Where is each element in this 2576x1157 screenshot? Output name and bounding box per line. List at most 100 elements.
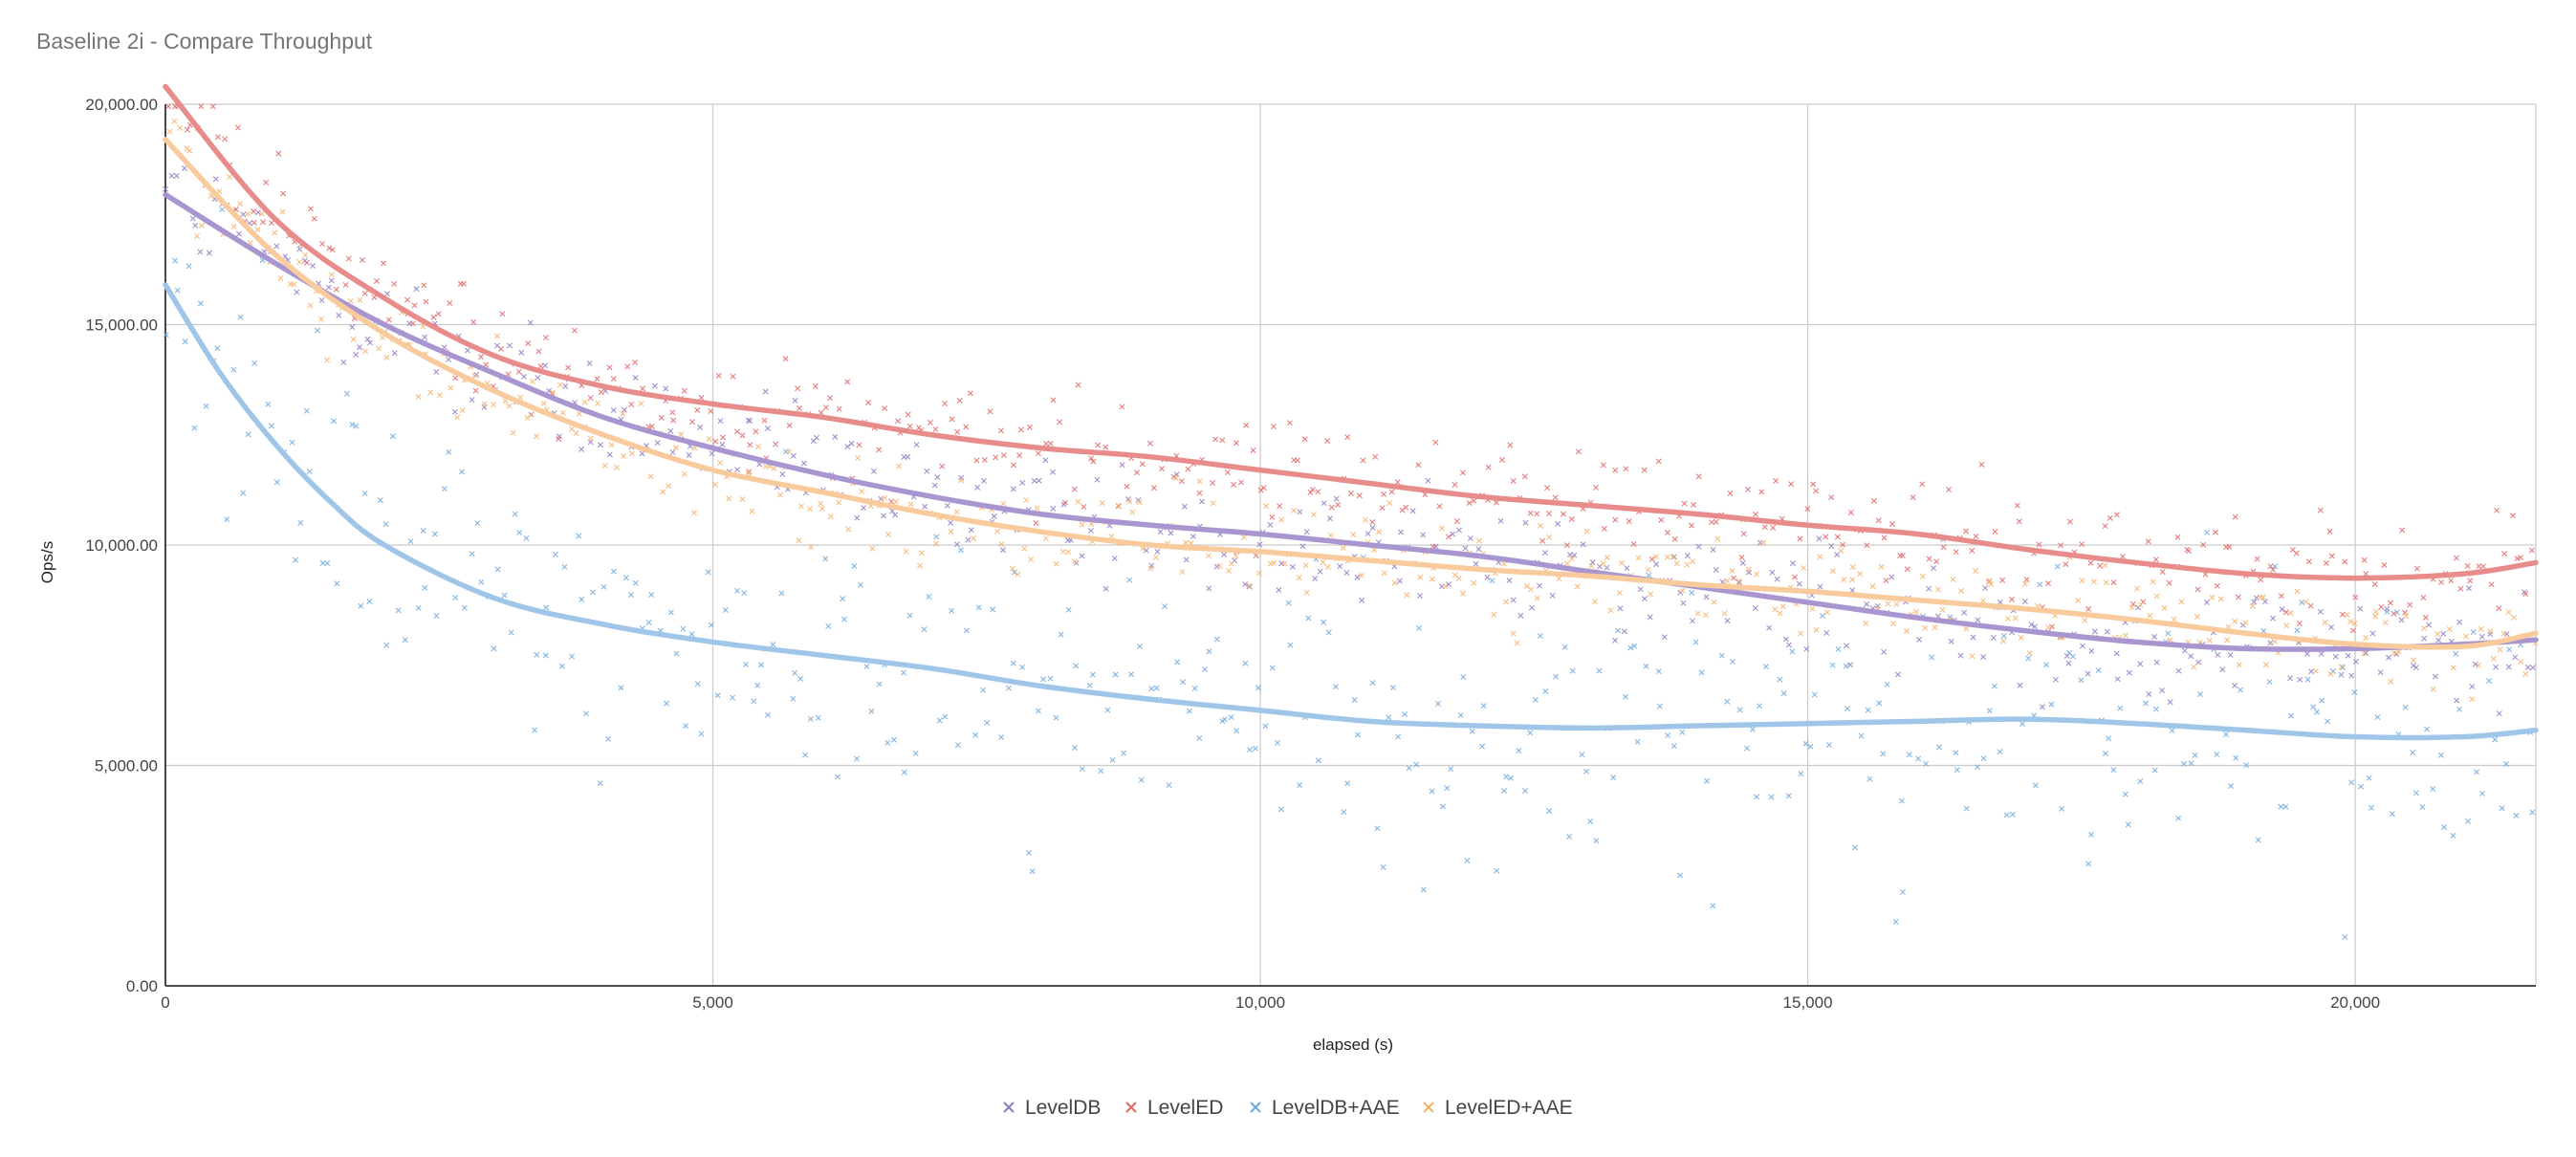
data-point [1079, 521, 1085, 528]
data-point [2412, 790, 2419, 797]
data-point [2102, 751, 2108, 757]
data-point [948, 519, 954, 526]
data-point [1963, 528, 1970, 535]
data-point [610, 568, 617, 575]
data-point [565, 364, 572, 371]
data-point [1612, 637, 1619, 644]
data-point [1864, 542, 1870, 549]
data-point [1502, 599, 1509, 605]
data-point [1641, 596, 1648, 602]
data-point [1374, 825, 1381, 832]
data-point [2032, 782, 2039, 789]
data-point [1823, 630, 1830, 636]
data-point [306, 469, 313, 475]
data-point [2181, 647, 2188, 654]
data-point [2501, 551, 2508, 557]
data-point [670, 417, 677, 424]
data-point [1510, 630, 1517, 637]
data-point [716, 460, 723, 467]
data-point [2381, 561, 2388, 568]
data-point [2039, 704, 2045, 710]
data-point [472, 387, 479, 394]
data-point [1903, 628, 1910, 635]
data-point [1817, 554, 1823, 560]
data-point [658, 414, 665, 421]
data-point [1681, 500, 1688, 507]
data-point [1538, 522, 1543, 529]
data-point [255, 209, 262, 216]
data-point [1899, 553, 1906, 559]
data-point [2133, 585, 2140, 592]
data-point [1369, 680, 1376, 687]
data-point [747, 418, 753, 425]
data-point [2026, 649, 2033, 656]
data-point [1893, 600, 1900, 607]
data-point [1315, 489, 1321, 495]
data-point [1828, 543, 1835, 550]
data-point [1527, 730, 1534, 736]
data-point [1857, 571, 1864, 578]
data-point [758, 662, 765, 668]
data-point [1015, 571, 1021, 578]
data-point [1864, 600, 1870, 607]
data-point [1179, 569, 1186, 576]
data-point [1460, 674, 1467, 681]
data-point [1269, 513, 1276, 520]
data-point [1435, 700, 1441, 707]
data-point [2266, 679, 2273, 686]
data-point [1838, 547, 1845, 554]
data-point [2106, 735, 2112, 742]
data-point [2421, 625, 2427, 632]
data-point [1890, 621, 1897, 627]
data-point [956, 398, 963, 404]
data-point [1327, 532, 1334, 538]
data-point [681, 470, 688, 477]
data-point [1790, 560, 1796, 567]
data-point [610, 376, 617, 382]
data-point [2305, 558, 2312, 565]
data-point [1884, 681, 1890, 688]
data-point [1413, 761, 1420, 768]
data-point [1462, 545, 1469, 552]
data-point [1297, 509, 1303, 515]
data-point [1623, 466, 1629, 472]
data-point [712, 438, 719, 445]
data-point [1172, 474, 1179, 481]
data-point [542, 335, 549, 341]
data-point [540, 400, 547, 406]
data-point [1429, 788, 1435, 795]
data-point [1788, 481, 1795, 488]
data-point [2226, 543, 2233, 550]
data-point [1493, 499, 1499, 506]
data-point [1102, 444, 1109, 450]
data-point [1278, 516, 1285, 523]
legend-item: LevelDB [1003, 1097, 1101, 1119]
data-point [1997, 749, 2003, 755]
data-point [2270, 566, 2277, 573]
data-point [924, 468, 930, 474]
data-point [2522, 670, 2529, 677]
data-point [2088, 647, 2095, 654]
data-point [1670, 554, 1676, 560]
data-point [1347, 491, 1354, 496]
data-point [1139, 461, 1146, 468]
data-point [916, 562, 923, 569]
data-point [2003, 812, 2010, 819]
data-point [797, 503, 804, 510]
data-point [2016, 518, 2022, 525]
data-point [384, 291, 390, 297]
data-point [1661, 634, 1668, 641]
data-point [1834, 534, 1841, 540]
data-point [1600, 462, 1606, 469]
data-point [1315, 757, 1321, 764]
data-point [409, 320, 416, 327]
data-point [2357, 605, 2364, 612]
data-point [1095, 442, 1102, 448]
data-point [1718, 652, 1725, 659]
data-point [1648, 591, 1654, 598]
data-point [730, 373, 736, 380]
data-point [2243, 762, 2250, 769]
data-point [1612, 467, 1619, 473]
data-point [1446, 581, 1452, 588]
data-point [1876, 700, 1883, 707]
